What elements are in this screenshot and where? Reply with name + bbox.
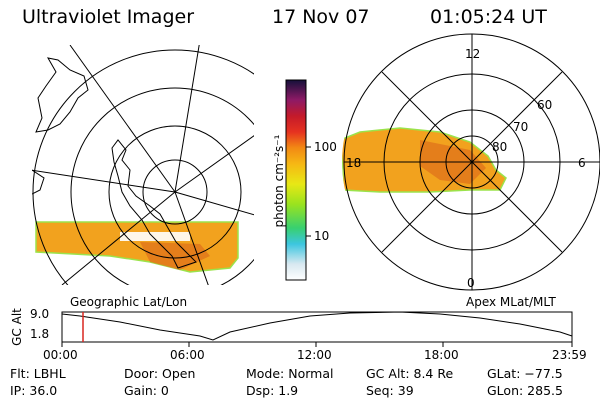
data-gap xyxy=(120,232,190,241)
colorbar xyxy=(285,79,307,281)
lat-label-80: 80 xyxy=(492,140,508,154)
altitude-ylabel: GC Alt xyxy=(10,308,24,346)
status-glat: GLat: −77.5 xyxy=(487,366,563,381)
status-dsp: Dsp: 1.9 xyxy=(246,383,299,398)
date-label: 17 Nov 07 xyxy=(272,6,370,28)
status-seq: Seq: 39 xyxy=(366,383,414,398)
colorbar-tick-10: 10 xyxy=(314,229,330,243)
coastline-peninsula xyxy=(111,139,197,269)
mlt-label-18: 18 xyxy=(346,156,362,170)
coastline-south-america xyxy=(35,57,89,133)
colorbar-tick-100: 100 xyxy=(314,140,337,154)
status-door: Door: Open xyxy=(124,366,196,381)
status-gc-alt: GC Alt: 8.4 Re xyxy=(366,366,454,381)
status-gain: Gain: 0 xyxy=(124,383,169,398)
meridians xyxy=(32,45,254,285)
altitude-ytick-bottom: 1.8 xyxy=(30,327,50,341)
status-ip: IP: 36.0 xyxy=(10,383,58,398)
mlt-label-6: 6 xyxy=(578,156,586,170)
lat-label-70: 70 xyxy=(513,120,529,134)
left-panel-title: Geographic Lat/Lon xyxy=(70,295,188,309)
colorbar-unit-label: photon cm⁻²s⁻¹ xyxy=(272,134,286,228)
time-label: 01:05:24 UT xyxy=(430,6,547,28)
x-tick-1200: 12:00 xyxy=(297,348,332,362)
instrument-title: Ultraviolet Imager xyxy=(22,6,195,28)
geographic-map xyxy=(32,45,254,285)
x-tick-0600: 06:00 xyxy=(170,348,205,362)
status-mode: Mode: Normal xyxy=(246,366,334,381)
status-glon: GLon: 285.5 xyxy=(487,383,563,398)
x-tick-2359: 23:59 xyxy=(552,348,587,362)
status-filter: Flt: LBHL xyxy=(10,366,66,381)
right-panel-title: Apex MLat/MLT xyxy=(466,295,556,309)
polar-mlt-map xyxy=(342,33,600,291)
x-tick-0000: 00:00 xyxy=(43,348,78,362)
x-tick-1800: 18:00 xyxy=(424,348,459,362)
latitude-circles xyxy=(32,49,254,285)
altitude-plot-frame xyxy=(61,311,573,343)
altitude-ytick-top: 9.0 xyxy=(30,307,50,321)
altitude-curve xyxy=(61,311,573,341)
mlt-label-0: 0 xyxy=(467,276,475,290)
mlt-label-12: 12 xyxy=(465,47,481,61)
lat-label-60: 60 xyxy=(537,98,553,112)
